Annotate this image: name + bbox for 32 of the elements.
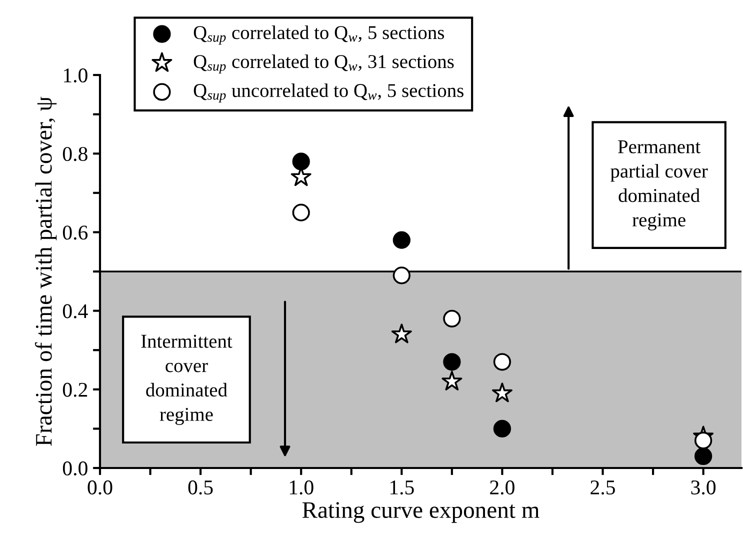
x-tick-label: 1.0	[290, 480, 314, 495]
point	[292, 152, 310, 170]
point	[492, 382, 512, 402]
point	[443, 353, 461, 371]
x-tick-label: 0.0	[88, 480, 112, 495]
x-tick-label: 1.5	[390, 480, 414, 495]
y-tick-label: 0.6	[62, 226, 88, 240]
x-tick-label: 0.5	[188, 480, 213, 495]
x-axis-title: Rating curve exponent m	[302, 502, 540, 523]
annotation: Intermittent cover dominated regime	[141, 334, 232, 425]
y-tick-label: 1.0	[64, 68, 88, 83]
point	[694, 432, 712, 450]
legend-label: Q$_{sup}$ uncorrelated to Q$_{w}$, 5 sections	[194, 83, 464, 103]
annotation: Permanent partial cover dominated regime	[610, 140, 708, 230]
point	[443, 310, 461, 328]
legend-label: Q$_{sup}$ correlated to Q$_{w}$, 5 sections	[194, 26, 444, 45]
legend-label: Q$_{sup}$ correlated to Q$_{w}$, 31 sections	[194, 54, 454, 74]
point	[442, 370, 462, 390]
point	[392, 266, 410, 284]
x-tick-label: 2.5	[590, 480, 615, 495]
y-tick-label: 0.8	[62, 146, 88, 162]
point	[694, 447, 712, 466]
x-tick-label: 3.0	[691, 480, 716, 495]
x-tick-label: 2.0	[490, 480, 514, 495]
y-axis-title: Fraction of time with partial cover, ψ	[34, 96, 57, 446]
point	[493, 420, 512, 438]
y-tick-label: 0.2	[62, 382, 88, 397]
y-tick-label: 0.0	[62, 461, 88, 476]
point	[493, 353, 512, 371]
point	[391, 324, 412, 344]
y-tick-label: 0.4	[62, 304, 88, 318]
point	[392, 231, 410, 249]
